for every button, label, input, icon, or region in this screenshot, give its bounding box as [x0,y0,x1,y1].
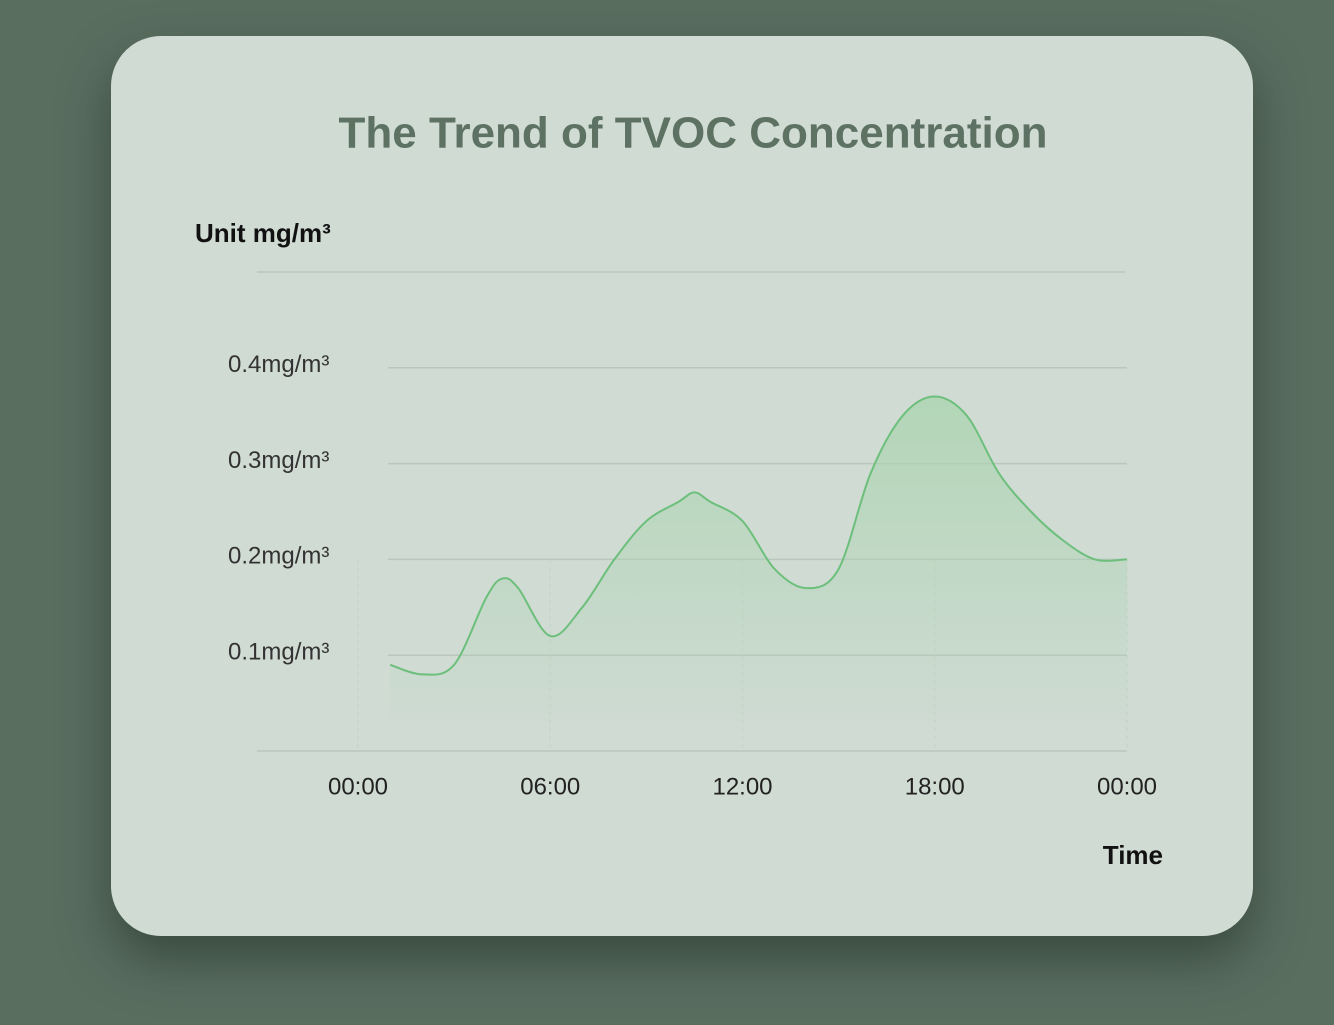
x-tick-label: 00:00 [328,773,388,800]
y-tick-label: 0.3mg/m³ [228,447,329,474]
x-tick-label: 06:00 [520,773,580,800]
x-tick-label: 18:00 [905,773,965,800]
line [389,395,1128,676]
y-axis-label: Unit mg/m³ [195,218,331,248]
y-tick-label: 0.1mg/m³ [228,639,329,666]
area-fill [390,396,1128,721]
chart-title: The Trend of TVOC Concentration [339,109,1048,158]
x-tick-label: 12:00 [712,773,772,800]
x-axis-label: Time [1103,840,1163,870]
card [111,36,1253,936]
y-tick-label: 0.2mg/m³ [228,543,329,570]
y-tick-label: 0.4mg/m³ [228,351,329,378]
x-tick-label: 00:00 [1097,773,1157,800]
